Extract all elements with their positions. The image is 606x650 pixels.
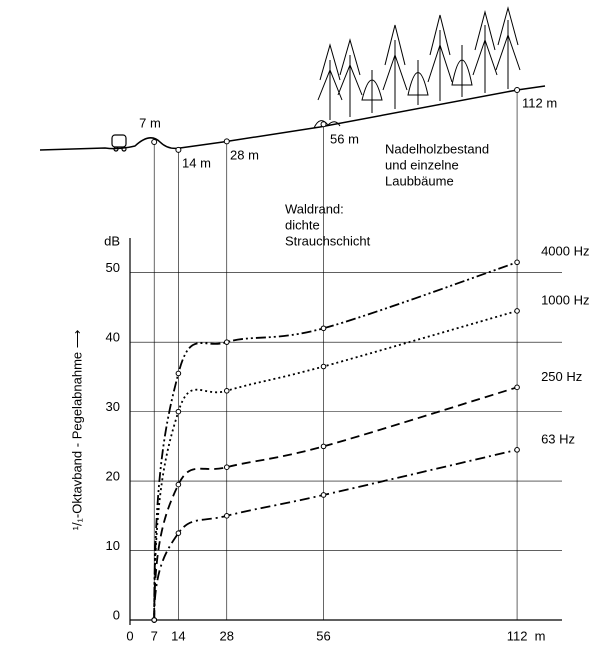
annotation: dichte — [285, 217, 320, 232]
point — [515, 309, 520, 314]
x-unit: m — [535, 628, 546, 643]
x-tick-label: 112 — [507, 628, 528, 643]
chart: ¹/₁-Oktavband - Pegelabnahme ⟶ dB m 0 10 2… — [0, 0, 606, 650]
point — [321, 326, 326, 331]
terrain — [40, 86, 545, 150]
point — [515, 260, 520, 265]
point — [321, 444, 326, 449]
y-tick-label: 0 — [113, 607, 120, 622]
terrain-marker — [176, 147, 181, 152]
y-axis-label: ¹/₁-Oktavband - Pegelabnahme ⟶ — [69, 330, 84, 531]
y-tick-label: 40 — [106, 330, 120, 345]
point — [176, 371, 181, 376]
x-tick-label: 7 — [151, 628, 158, 643]
y-unit: dB — [104, 233, 120, 248]
point — [321, 364, 326, 369]
terrain-label: 28 m — [230, 147, 259, 162]
point — [321, 493, 326, 498]
point — [152, 618, 157, 623]
point — [224, 340, 229, 345]
annotation: Strauchschicht — [285, 233, 371, 248]
trees — [314, 8, 520, 128]
terrain-marker — [224, 139, 229, 144]
terrain-label: 112 m — [522, 95, 557, 110]
terrain-marker — [321, 122, 326, 127]
x-tick-label: 0 — [126, 628, 133, 643]
series-label: 4000 Hz — [541, 244, 589, 259]
terrain-marker — [152, 140, 157, 145]
terrain-label: 14 m — [182, 155, 211, 170]
x-tick-label: 28 — [220, 628, 234, 643]
series-label: 63 Hz — [541, 431, 575, 446]
series-label: 1000 Hz — [541, 292, 589, 307]
series-line — [154, 450, 517, 620]
point — [176, 482, 181, 487]
terrain-marker — [515, 87, 520, 92]
annotation: und einzelne — [385, 157, 459, 172]
y-tick-label: 30 — [106, 399, 120, 414]
y-tick-label: 20 — [106, 469, 120, 484]
point — [224, 389, 229, 394]
terrain-label: 56 m — [330, 131, 359, 146]
point — [515, 448, 520, 453]
y-tick-label: 50 — [106, 260, 120, 275]
y-tick-label: 10 — [106, 538, 120, 553]
point — [515, 385, 520, 390]
annotation: Waldrand: — [285, 201, 344, 216]
series-line — [154, 387, 517, 620]
annotation: Laubbäume — [385, 173, 454, 188]
point — [176, 531, 181, 536]
series-line — [154, 311, 517, 620]
point — [224, 514, 229, 519]
series-label: 250 Hz — [541, 369, 582, 384]
x-tick-label: 14 — [171, 628, 185, 643]
annotation: Nadelholzbestand — [385, 141, 489, 156]
x-tick-label: 56 — [316, 628, 330, 643]
terrain-label: 7 m — [139, 115, 161, 130]
series-line — [154, 262, 517, 620]
point — [224, 465, 229, 470]
point — [176, 409, 181, 414]
